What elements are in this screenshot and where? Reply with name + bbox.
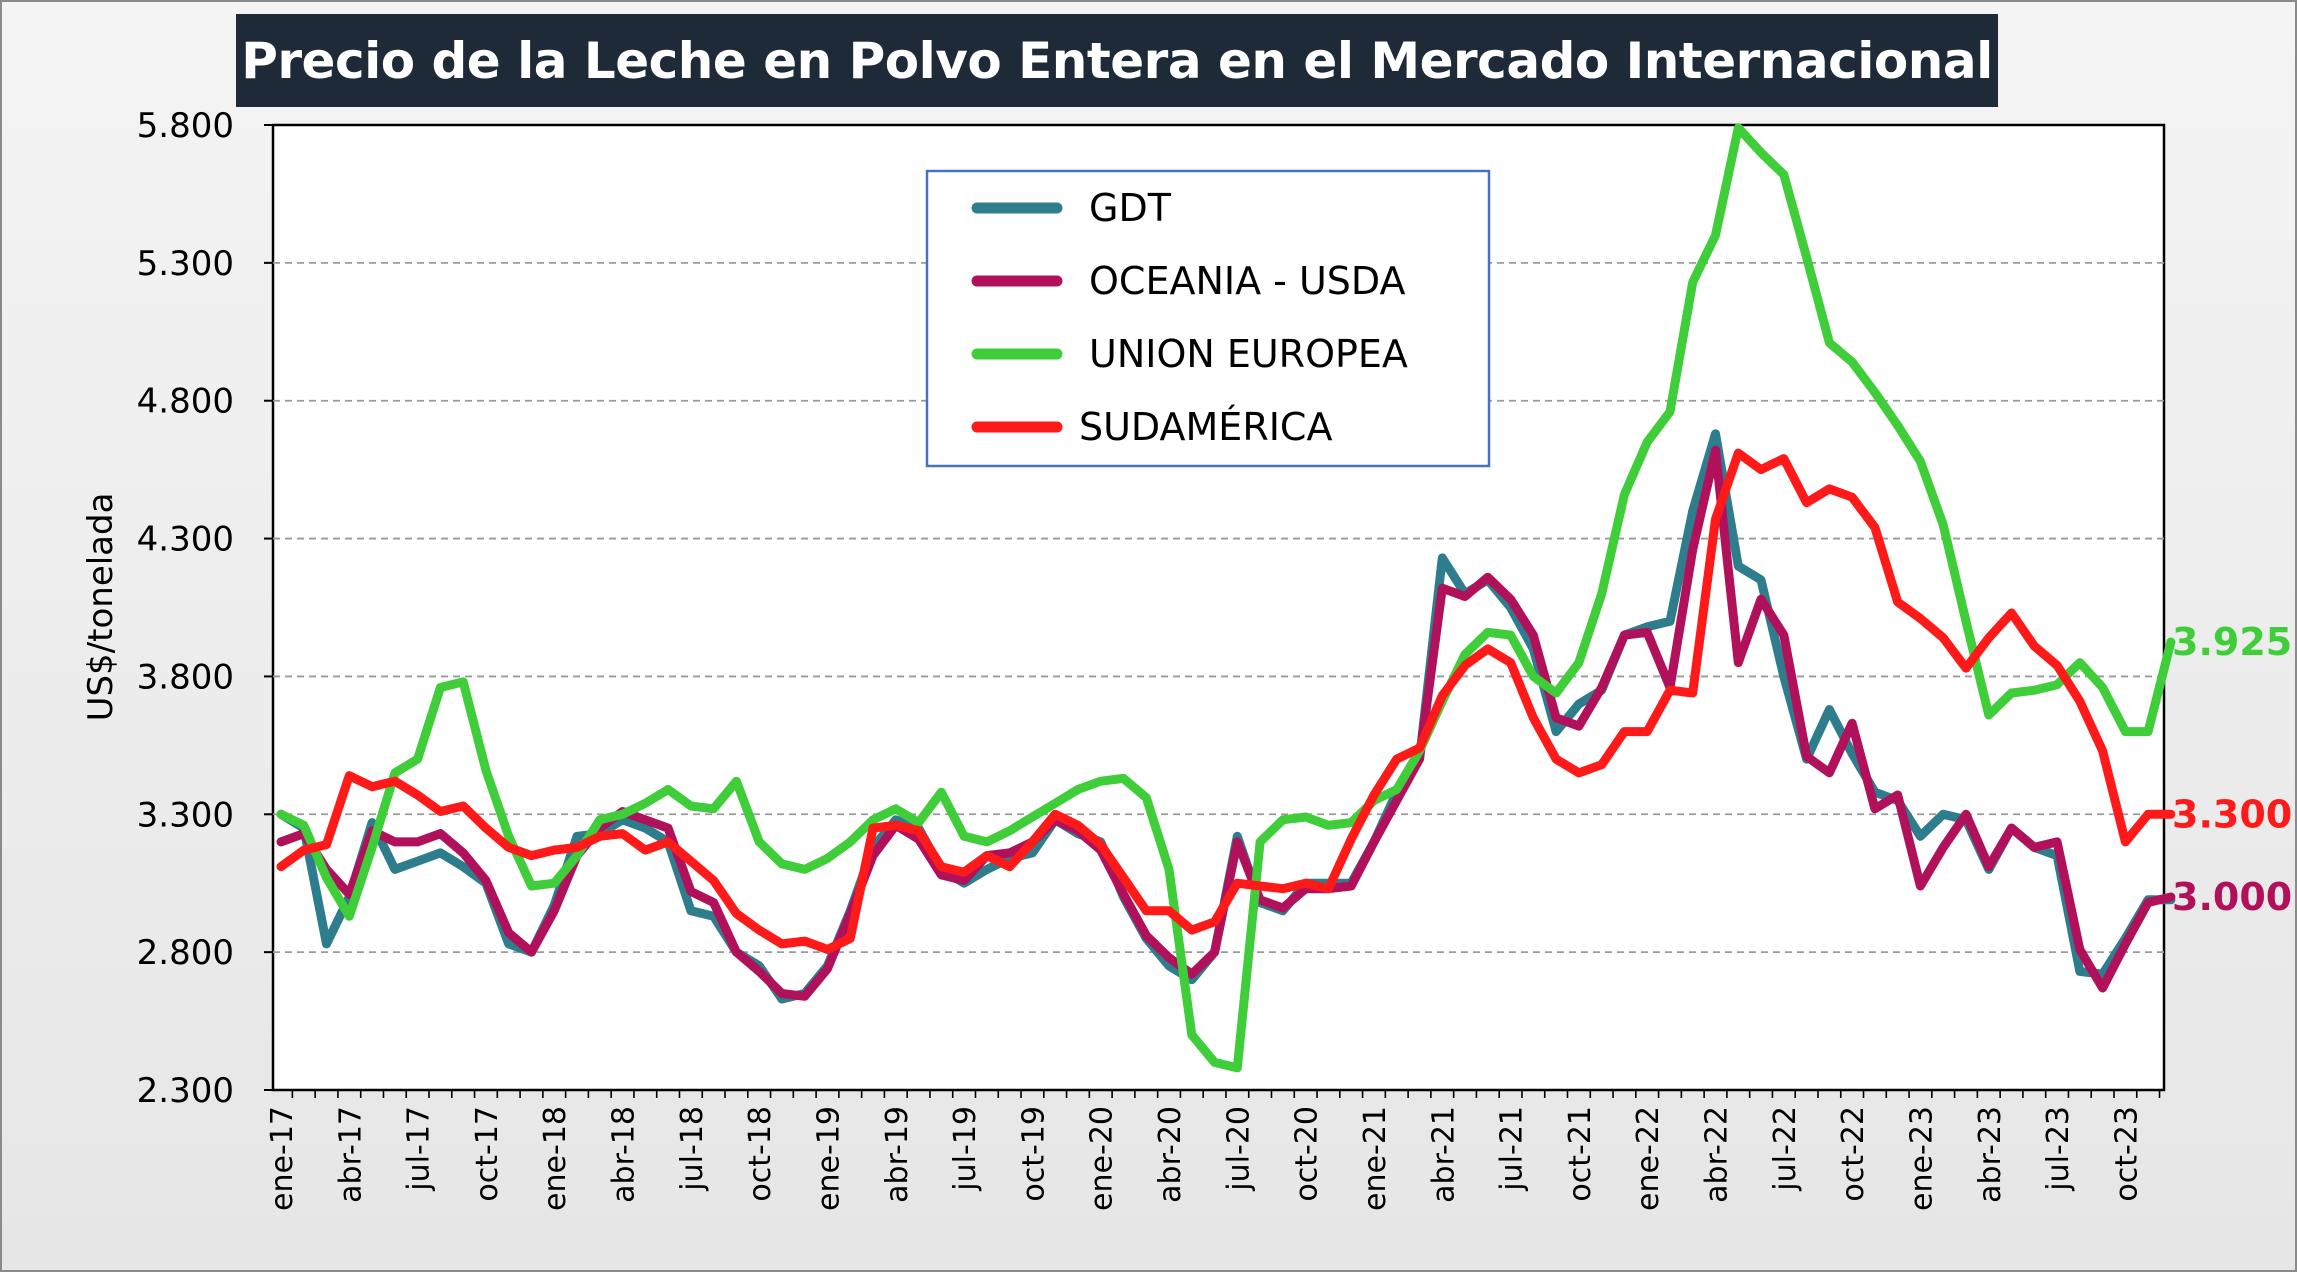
x-axis-ticks: ene-17 abr-17 jul-17 oct-17 ene-18 abr-18 jul-… [265,1090,2161,1211]
y-tick-label: 5.300 [137,244,234,284]
x-tick-label: oct-23 [2109,1106,2144,1202]
x-tick-label: ene-19 [811,1106,846,1211]
end-value-label: 3.300 [2172,792,2292,836]
x-tick-label: abr-20 [1153,1106,1188,1203]
end-value-label: 3.925 [2172,620,2292,664]
x-tick-label: oct-18 [743,1106,778,1202]
legend-label: OCEANIA - USDA [1089,259,1405,303]
x-tick-label: abr-18 [607,1106,642,1203]
x-tick-label: jul-20 [1221,1106,1256,1192]
x-tick-label: oct-21 [1563,1106,1598,1202]
x-tick-label: abr-22 [1700,1106,1735,1203]
y-tick-label: 3.300 [137,795,234,835]
x-tick-label: oct-19 [1016,1106,1051,1202]
x-tick-label: abr-17 [333,1106,368,1203]
y-tick-label: 2.300 [137,1071,234,1111]
chart-title: Precio de la Leche en Polvo Entera en el… [236,14,1998,107]
y-tick-label: 3.800 [137,657,234,697]
x-tick-label: ene-20 [1085,1106,1120,1211]
x-tick-label: jul-18 [675,1106,710,1192]
x-tick-label: ene-23 [1904,1106,1939,1211]
x-tick-label: oct-22 [1836,1106,1871,1202]
x-tick-label: abr-21 [1426,1106,1461,1203]
end-value-label: 3.000 [2172,875,2292,919]
x-tick-label: jul-21 [1495,1106,1530,1192]
x-tick-label: ene-21 [1358,1106,1393,1211]
x-tick-label: jul-22 [1768,1106,1803,1192]
x-tick-label: jul-19 [948,1106,983,1192]
series-line-union-europea [276,123,2176,1073]
y-axis-ticks: 2.300 2.800 3.300 3.800 4.300 4.800 5.300 5.800 [137,106,273,1111]
legend: GDT OCEANIA - USDA UNION EUROPEA SUDAMÉRICA [925,169,1491,468]
legend-label: UNION EUROPEA [1089,332,1408,376]
x-tick-label: ene-17 [265,1106,300,1211]
x-tick-label: abr-19 [880,1106,915,1203]
x-tick-label: ene-22 [1631,1106,1666,1211]
y-axis-label: US$/tonelada [81,493,121,722]
y-tick-label: 5.800 [137,106,234,146]
x-tick-label: abr-23 [1973,1106,2008,1203]
legend-label: SUDAMÉRICA [1079,405,1332,449]
end-labels: 3.000 3.925 3.300 [2172,620,2292,919]
x-tick-label: oct-20 [1290,1106,1325,1202]
series-lines [276,123,2176,1073]
x-tick-label: jul-17 [402,1106,437,1192]
x-tick-label: jul-23 [2041,1106,2076,1192]
x-tick-label: oct-17 [470,1106,505,1202]
y-tick-label: 4.800 [137,382,234,422]
x-tick-label: ene-18 [538,1106,573,1211]
series-line-sudam-rica [276,448,2176,954]
legend-label: GDT [1089,186,1172,230]
legend-box [925,169,1491,468]
y-tick-label: 4.300 [137,520,234,560]
gridlines [273,261,2164,954]
y-tick-label: 2.800 [137,933,234,973]
